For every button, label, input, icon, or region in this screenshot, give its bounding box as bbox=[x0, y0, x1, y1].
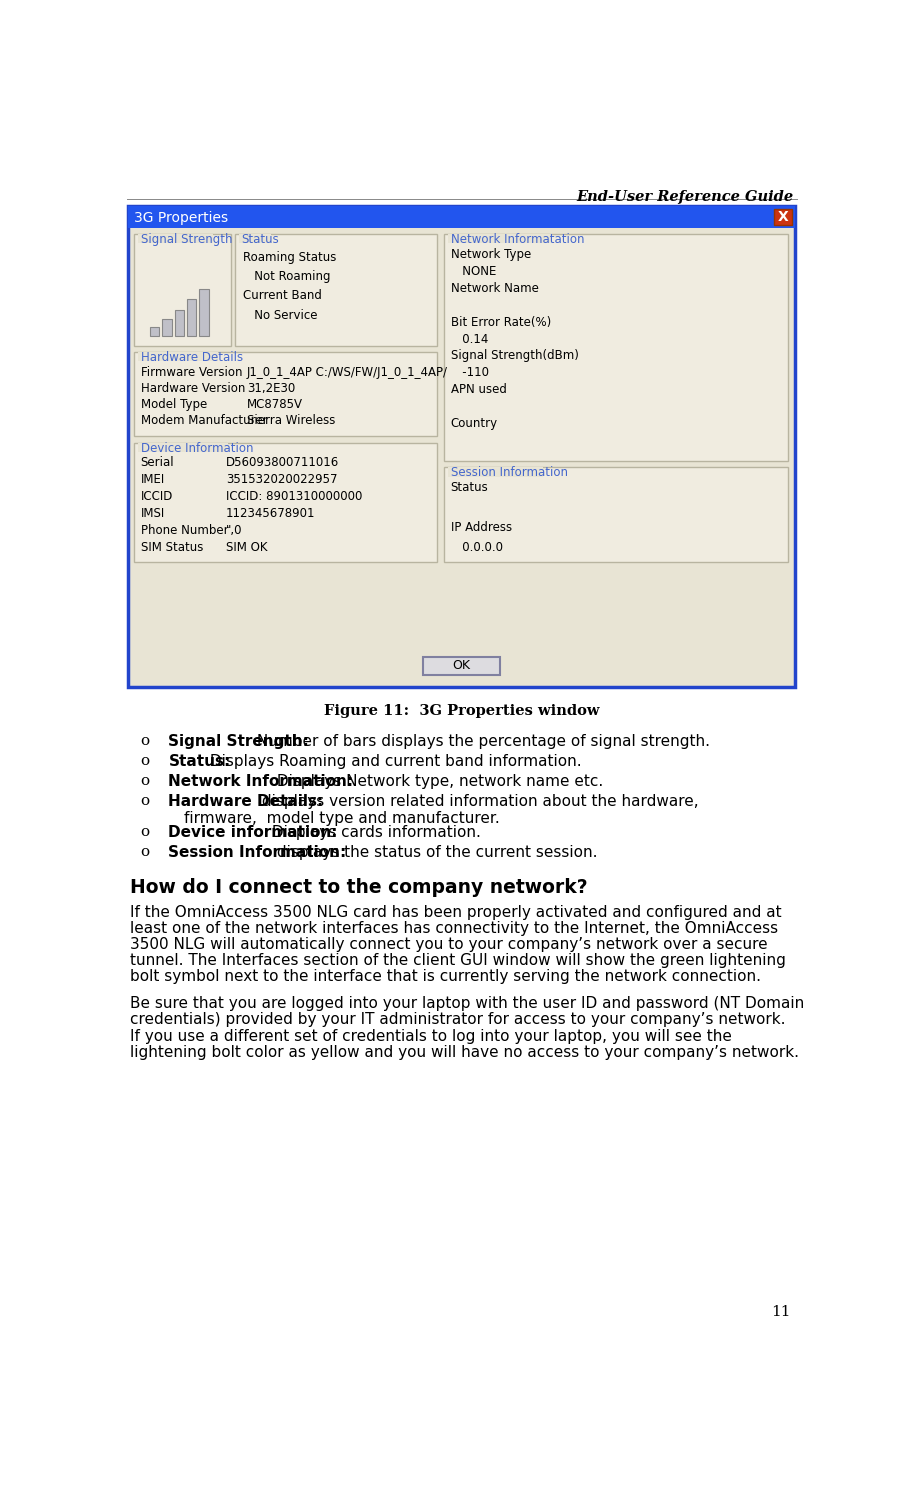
Text: Session Information: Session Information bbox=[450, 466, 568, 480]
Text: No Service: No Service bbox=[243, 309, 317, 321]
Bar bbox=[134, 442, 437, 562]
Text: Displays cards information.: Displays cards information. bbox=[267, 825, 481, 840]
Text: Status: Status bbox=[241, 233, 279, 247]
Bar bbox=[187, 299, 196, 336]
Text: o: o bbox=[141, 774, 150, 787]
Text: D56093800711016: D56093800711016 bbox=[226, 457, 339, 469]
Text: Sierra Wireless: Sierra Wireless bbox=[247, 414, 335, 427]
Text: least one of the network interfaces has connectivity to the Internet, the OmniAc: least one of the network interfaces has … bbox=[130, 920, 778, 935]
Text: ICCID: ICCID bbox=[141, 490, 173, 503]
Text: Country: Country bbox=[450, 417, 497, 430]
Bar bbox=[162, 320, 171, 336]
Text: Device Information: Device Information bbox=[141, 442, 253, 454]
Text: Signal Strength:: Signal Strength: bbox=[168, 734, 309, 748]
Text: APN used: APN used bbox=[450, 384, 506, 396]
Text: Hardware Version: Hardware Version bbox=[141, 382, 245, 394]
Text: SIM OK: SIM OK bbox=[226, 541, 268, 554]
Text: 11: 11 bbox=[771, 1304, 791, 1319]
Text: X: X bbox=[778, 211, 788, 224]
Text: 0.14: 0.14 bbox=[450, 333, 488, 345]
Text: Roaming Status: Roaming Status bbox=[243, 251, 336, 264]
Bar bbox=[138, 235, 214, 244]
Text: 112345678901: 112345678901 bbox=[226, 508, 315, 520]
Text: If you use a different set of credentials to log into your laptop, you will see : If you use a different set of credential… bbox=[130, 1028, 732, 1044]
Text: Network Type: Network Type bbox=[450, 248, 531, 261]
Text: displays version related information about the hardware,: displays version related information abo… bbox=[257, 793, 698, 808]
Text: Current Band: Current Band bbox=[243, 290, 322, 302]
Text: o: o bbox=[141, 825, 150, 838]
Text: Network Informatation: Network Informatation bbox=[450, 233, 584, 247]
Text: 351532020022957: 351532020022957 bbox=[226, 474, 337, 487]
Text: Modem Manufacturer: Modem Manufacturer bbox=[141, 414, 268, 427]
Text: Serial: Serial bbox=[141, 457, 174, 469]
Text: -110: -110 bbox=[450, 366, 488, 379]
Text: Network Information:: Network Information: bbox=[168, 774, 353, 789]
Text: o: o bbox=[141, 844, 150, 859]
Text: Bit Error Rate(%): Bit Error Rate(%) bbox=[450, 315, 551, 329]
Text: credentials) provided by your IT administrator for access to your company’s netw: credentials) provided by your IT adminis… bbox=[130, 1013, 785, 1028]
Bar bbox=[128, 206, 795, 227]
Text: o: o bbox=[141, 793, 150, 808]
Text: Figure 11:  3G Properties window: Figure 11: 3G Properties window bbox=[323, 704, 599, 719]
Text: SIM Status: SIM Status bbox=[141, 541, 203, 554]
Text: 3500 NLG will automatically connect you to your company’s network over a secure: 3500 NLG will automatically connect you … bbox=[130, 937, 768, 952]
Text: ICCID: 8901310000000: ICCID: 8901310000000 bbox=[226, 490, 362, 503]
Bar bbox=[175, 311, 184, 336]
Text: Displays Roaming and current band information.: Displays Roaming and current band inform… bbox=[205, 753, 581, 769]
Text: o: o bbox=[141, 753, 150, 768]
Text: Session Information:: Session Information: bbox=[168, 844, 347, 859]
Text: lightening bolt color as yellow and you will have no access to your company’s ne: lightening bolt color as yellow and you … bbox=[130, 1044, 798, 1059]
Text: How do I connect to the company network?: How do I connect to the company network? bbox=[130, 878, 587, 898]
Text: IMEI: IMEI bbox=[141, 474, 165, 487]
Text: Status:: Status: bbox=[168, 753, 231, 769]
Text: Number of bars displays the percentage of signal strength.: Number of bars displays the percentage o… bbox=[251, 734, 709, 748]
Text: IMSI: IMSI bbox=[141, 508, 165, 520]
Bar bbox=[444, 468, 788, 562]
Text: o: o bbox=[141, 734, 150, 747]
Text: 0.0.0.0: 0.0.0.0 bbox=[450, 541, 503, 554]
Text: OK: OK bbox=[452, 659, 470, 672]
Text: J1_0_1_4AP C:/WS/FW/J1_0_1_4AP/: J1_0_1_4AP C:/WS/FW/J1_0_1_4AP/ bbox=[247, 366, 448, 378]
Bar bbox=[448, 468, 542, 477]
Text: displays the status of the current session.: displays the status of the current sessi… bbox=[272, 844, 597, 859]
Text: Not Roaming: Not Roaming bbox=[243, 270, 331, 284]
Bar bbox=[239, 235, 271, 244]
Text: Hardware Details: Hardware Details bbox=[141, 351, 242, 363]
Bar bbox=[138, 351, 218, 362]
FancyBboxPatch shape bbox=[423, 657, 500, 675]
Text: IP Address: IP Address bbox=[450, 521, 512, 535]
Text: Phone Number: Phone Number bbox=[141, 524, 228, 538]
Text: Signal Strength: Signal Strength bbox=[141, 233, 232, 247]
Text: 3G Properties: 3G Properties bbox=[134, 211, 229, 224]
Text: ",0: ",0 bbox=[226, 524, 242, 538]
Text: Signal Strength(dBm): Signal Strength(dBm) bbox=[450, 350, 578, 363]
Text: If the OmniAccess 3500 NLG card has been properly activated and configured and a: If the OmniAccess 3500 NLG card has been… bbox=[130, 905, 781, 920]
Text: NONE: NONE bbox=[450, 264, 496, 278]
Text: Hardware Details:: Hardware Details: bbox=[168, 793, 323, 808]
Text: MC8785V: MC8785V bbox=[247, 397, 303, 411]
Text: Status: Status bbox=[450, 481, 488, 495]
Text: 31,2E30: 31,2E30 bbox=[247, 382, 295, 394]
Text: tunnel. The Interfaces section of the client GUI window will show the green ligh: tunnel. The Interfaces section of the cl… bbox=[130, 953, 786, 968]
Bar bbox=[134, 351, 437, 436]
Bar bbox=[235, 235, 437, 345]
Bar bbox=[448, 235, 552, 244]
Text: bolt symbol next to the interface that is currently serving the network connecti: bolt symbol next to the interface that i… bbox=[130, 970, 760, 985]
Bar bbox=[150, 327, 159, 336]
Text: Displays Network type, network name etc.: Displays Network type, network name etc. bbox=[272, 774, 604, 789]
Bar bbox=[444, 235, 788, 462]
Bar bbox=[138, 442, 228, 451]
Bar bbox=[199, 288, 209, 336]
Text: Firmware Version: Firmware Version bbox=[141, 366, 242, 378]
Bar bbox=[134, 235, 232, 345]
Bar bbox=[128, 206, 795, 687]
Bar bbox=[775, 209, 791, 224]
Text: Network Name: Network Name bbox=[450, 282, 539, 294]
Text: Model Type: Model Type bbox=[141, 397, 206, 411]
Text: firmware,  model type and manufacturer.: firmware, model type and manufacturer. bbox=[184, 811, 500, 826]
Text: Device information:: Device information: bbox=[168, 825, 338, 840]
Text: End-User Reference Guide: End-User Reference Guide bbox=[576, 190, 793, 205]
Text: Be sure that you are logged into your laptop with the user ID and password (NT D: Be sure that you are logged into your la… bbox=[130, 996, 804, 1011]
